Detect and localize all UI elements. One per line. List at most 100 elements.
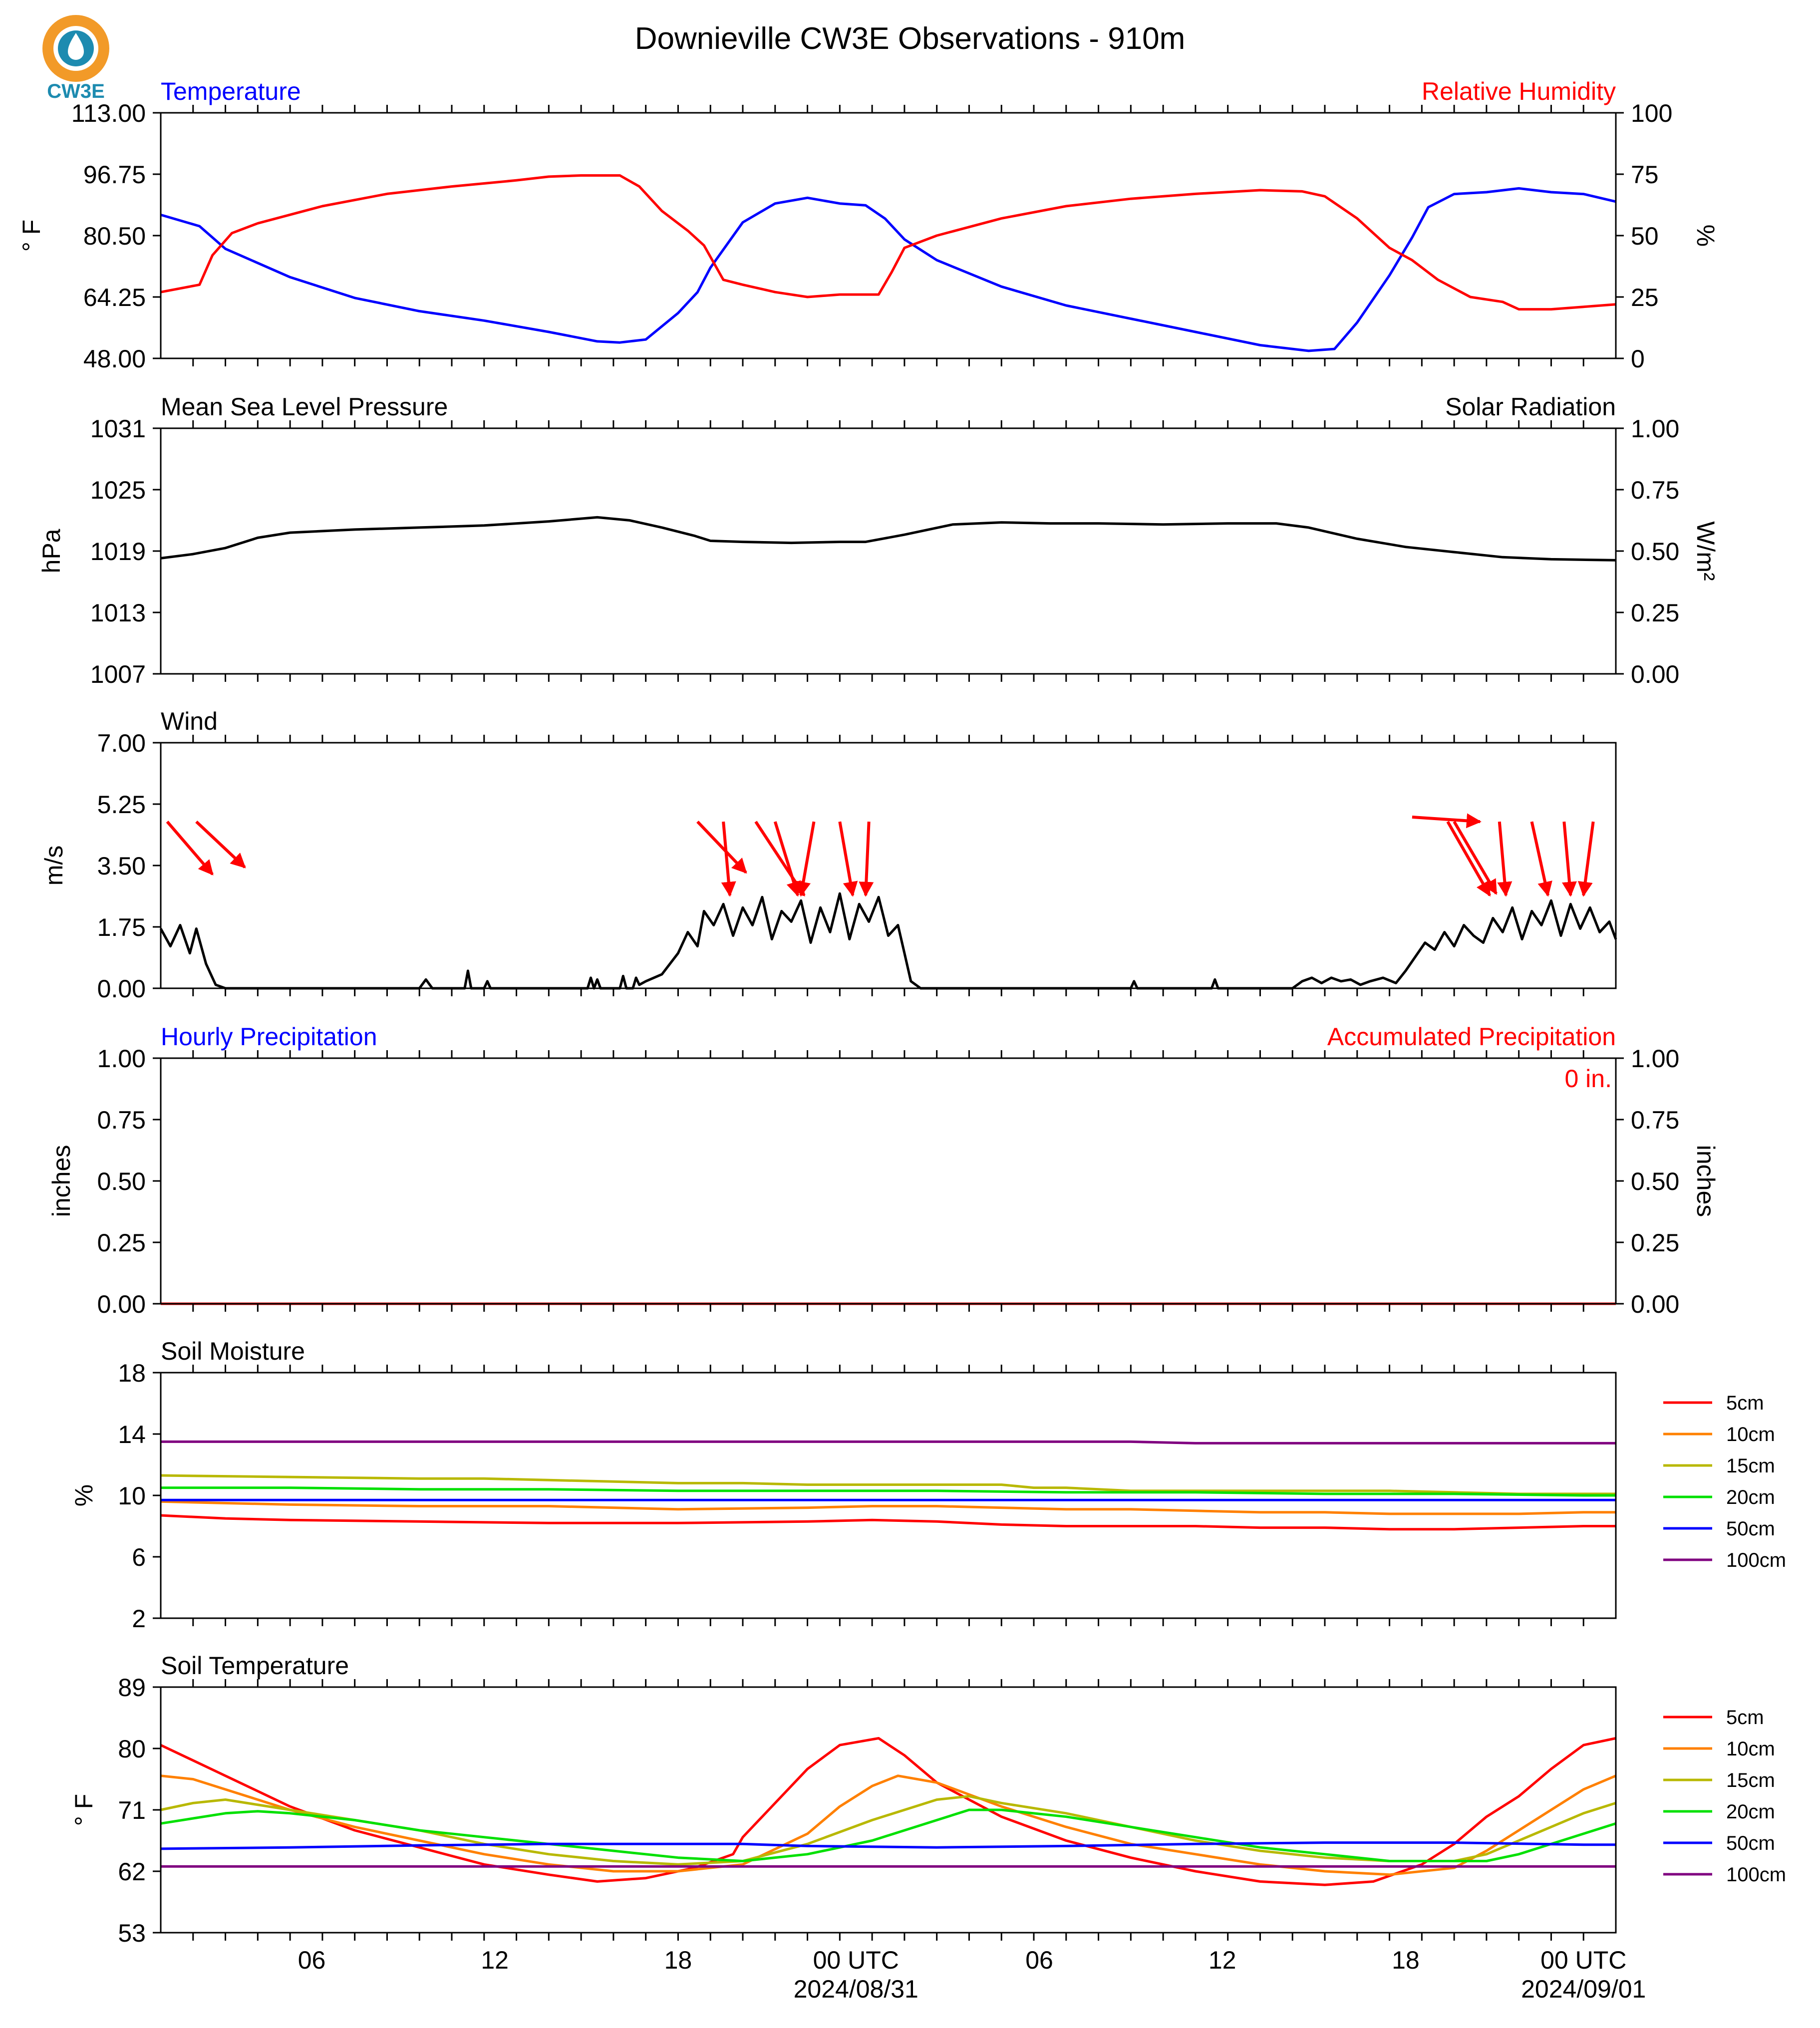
legend-label: 20cm bbox=[1726, 1801, 1775, 1823]
series-line bbox=[160, 516, 1616, 562]
panel-1: 113.00 96.75 80.50 64.25 48.00 100 75 50 25 0 Temp… bbox=[17, 77, 1720, 373]
figure-title: Downieville CW3E Observations - 910m bbox=[635, 21, 1186, 56]
legend-label: 15cm bbox=[1726, 1455, 1775, 1477]
y-tick-label: 1.00 bbox=[97, 1045, 146, 1073]
panel-title: Mean Sea Level Pressure bbox=[161, 393, 448, 421]
y-tick-label-right: 100 bbox=[1631, 99, 1672, 127]
legend-label: 10cm bbox=[1726, 1424, 1775, 1446]
y-tick-label: 113.00 bbox=[71, 99, 146, 127]
series-line bbox=[160, 174, 1616, 311]
panel-title: Hourly Precipitation bbox=[161, 1023, 377, 1051]
y-axis-label-right: % bbox=[1692, 225, 1720, 247]
y-tick-label-right: 50 bbox=[1631, 222, 1659, 250]
y-axis-label: ° F bbox=[17, 220, 45, 252]
y-tick-label-right: 0.00 bbox=[1631, 660, 1679, 688]
legend: 5cm 10cm 15cm 20cm 50cm 100cm bbox=[1663, 1707, 1786, 1886]
wind-direction-arrow bbox=[1446, 821, 1491, 897]
x-tick-label: 12 bbox=[1209, 1946, 1236, 1974]
legend-label: 50cm bbox=[1726, 1518, 1775, 1540]
y-tick-label: 1013 bbox=[90, 599, 146, 627]
cw3e-logo: CW3E bbox=[42, 15, 109, 102]
y-tick-label: 0.75 bbox=[97, 1106, 146, 1134]
panel-title: Temperature bbox=[161, 77, 301, 105]
y-axis-label: m/s bbox=[40, 846, 68, 886]
y-tick-label-right: 0.00 bbox=[1631, 1290, 1679, 1318]
accumulated-total-label: 0 in. bbox=[1564, 1065, 1612, 1093]
y-tick-label-right: 0.50 bbox=[1631, 1167, 1679, 1195]
y-tick-label: 6 bbox=[132, 1543, 146, 1571]
wind-direction-arrow bbox=[1412, 813, 1482, 829]
wind-direction-arrow bbox=[721, 821, 736, 897]
y-tick-label-right: 0.25 bbox=[1631, 1229, 1679, 1257]
x-tick-label: 00 UTC bbox=[813, 1946, 899, 1974]
legend-label: 5cm bbox=[1726, 1707, 1764, 1729]
series-line bbox=[160, 1841, 1616, 1850]
legend-label: 5cm bbox=[1726, 1392, 1764, 1414]
y-tick-label: 2 bbox=[132, 1605, 146, 1633]
y-tick-label: 96.75 bbox=[83, 161, 146, 189]
series-line bbox=[159, 892, 1617, 990]
y-tick-label-right: 0.50 bbox=[1631, 538, 1679, 566]
y-tick-label: 3.50 bbox=[97, 852, 146, 880]
series-line bbox=[161, 1486, 1616, 1497]
y-tick-label: 71 bbox=[118, 1796, 146, 1824]
x-date-label: 2024/09/01 bbox=[1521, 1975, 1646, 2003]
y-tick-label: 80 bbox=[118, 1735, 146, 1763]
panel-2: 1031 1025 1019 1013 1007 1.00 0.75 0.50 0.25 0.00… bbox=[37, 393, 1720, 688]
legend-label: 20cm bbox=[1726, 1486, 1775, 1508]
legend-label: 100cm bbox=[1726, 1864, 1786, 1886]
panel-3: 7.00 5.25 3.50 1.75 0.00 Wind m/s bbox=[40, 707, 1617, 1003]
y-axis-label-right: W/m² bbox=[1692, 521, 1720, 580]
y-axis-label: ° F bbox=[70, 1794, 98, 1826]
y-tick-label-right: 0.75 bbox=[1631, 476, 1679, 504]
legend-label: 15cm bbox=[1726, 1769, 1775, 1791]
panel-title: Soil Moisture bbox=[161, 1337, 305, 1365]
legend-label: 100cm bbox=[1726, 1549, 1786, 1571]
wind-direction-arrow bbox=[773, 821, 801, 897]
panel-title: Soil Temperature bbox=[161, 1652, 349, 1680]
x-tick-label: 18 bbox=[1392, 1946, 1420, 1974]
series-line bbox=[160, 1514, 1616, 1531]
series-line bbox=[160, 1808, 1616, 1862]
y-tick-label: 48.00 bbox=[83, 345, 146, 373]
wind-direction-arrow bbox=[1562, 821, 1577, 897]
wind-direction-arrow bbox=[796, 821, 816, 897]
wind-direction-arrow bbox=[859, 822, 874, 897]
y-tick-label: 0.25 bbox=[97, 1229, 146, 1257]
y-tick-label: 10 bbox=[118, 1482, 146, 1510]
y-tick-label: 89 bbox=[118, 1674, 146, 1702]
x-date-label: 2024/08/31 bbox=[794, 1975, 918, 2003]
wind-direction-arrow bbox=[195, 820, 246, 869]
panels: 113.00 96.75 80.50 64.25 48.00 100 75 50 25 0 Temp… bbox=[17, 77, 1786, 2003]
panel-title-right: Solar Radiation bbox=[1445, 393, 1616, 421]
wind-direction-arrow bbox=[1453, 821, 1498, 895]
wind-direction-arrow bbox=[838, 821, 858, 897]
y-axis-label: % bbox=[70, 1484, 98, 1506]
x-tick-label: 06 bbox=[1025, 1946, 1053, 1974]
y-tick-label-right: 0 bbox=[1631, 345, 1645, 373]
series-line bbox=[161, 1440, 1616, 1445]
y-tick-label: 0.50 bbox=[97, 1167, 146, 1195]
y-axis-label-right: inches bbox=[1692, 1145, 1720, 1217]
y-tick-label: 14 bbox=[118, 1421, 146, 1449]
panel-4: 1.00 0.75 0.50 0.25 0.00 1.00 0.75 0.50 0.25 0.00… bbox=[47, 1023, 1720, 1318]
y-tick-label: 7.00 bbox=[97, 729, 146, 757]
y-tick-label: 0.00 bbox=[97, 1290, 146, 1318]
x-tick-label: 06 bbox=[298, 1946, 326, 1974]
y-tick-label: 1019 bbox=[90, 538, 146, 566]
y-tick-label: 0.00 bbox=[97, 975, 146, 1003]
wind-direction-arrow bbox=[1530, 821, 1552, 897]
legend-label: 10cm bbox=[1726, 1738, 1775, 1760]
x-tick-label: 18 bbox=[664, 1946, 692, 1974]
y-axis-label: hPa bbox=[37, 529, 65, 573]
panel-title-right: Relative Humidity bbox=[1422, 77, 1616, 105]
wind-direction-arrow bbox=[1577, 821, 1595, 897]
y-tick-label-right: 0.25 bbox=[1631, 599, 1679, 627]
panel-5: 18 14 10 6 2 Soil Moisture% 5cm 10cm 15cm 20cm 50c… bbox=[70, 1337, 1786, 1633]
legend-label: 50cm bbox=[1726, 1832, 1775, 1854]
series-line bbox=[160, 1500, 1616, 1515]
wind-direction-arrow bbox=[166, 821, 214, 875]
y-tick-label-right: 25 bbox=[1631, 284, 1659, 311]
